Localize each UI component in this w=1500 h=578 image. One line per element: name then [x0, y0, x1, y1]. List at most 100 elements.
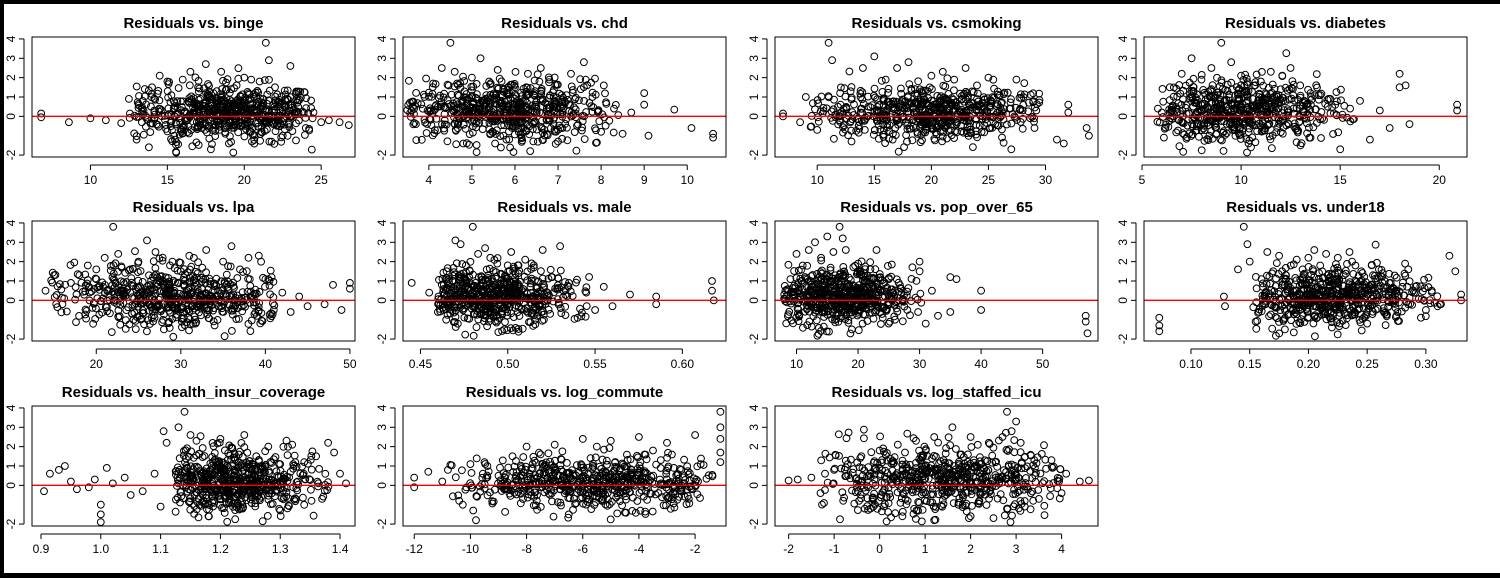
data-point: [296, 293, 303, 300]
data-point: [212, 133, 219, 140]
data-point: [596, 118, 603, 125]
data-point: [1425, 274, 1432, 281]
x-tick-label: 25: [314, 173, 328, 187]
data-point: [885, 263, 892, 270]
data-point: [139, 119, 146, 126]
data-point: [1008, 146, 1015, 153]
data-point: [527, 148, 534, 155]
data-point: [53, 292, 60, 299]
data-point: [296, 117, 303, 124]
data-point: [457, 241, 464, 248]
data-point: [836, 223, 843, 230]
data-point: [848, 84, 855, 91]
data-point: [1161, 134, 1168, 141]
data-point: [1155, 105, 1162, 112]
data-point: [847, 330, 854, 337]
y-tick-label: -2: [4, 333, 18, 344]
data-point: [922, 320, 929, 327]
data-point: [470, 332, 477, 339]
x-tick-label: 20: [90, 357, 104, 371]
data-point: [1406, 121, 1413, 128]
x-tick-label: 30: [1039, 173, 1053, 187]
data-point: [1084, 330, 1091, 337]
points-group: [781, 223, 1091, 339]
data-point: [978, 287, 985, 294]
data-point: [610, 129, 617, 136]
data-point: [671, 106, 678, 113]
data-point: [929, 86, 936, 93]
data-point: [247, 328, 254, 335]
y-tick-label: 0: [375, 297, 389, 304]
data-point: [1267, 68, 1274, 75]
data-point: [175, 85, 182, 92]
data-point: [220, 258, 227, 265]
data-point: [262, 283, 269, 290]
data-point: [507, 144, 514, 151]
data-point: [494, 67, 501, 74]
data-point: [815, 118, 822, 125]
data-point: [1208, 128, 1215, 135]
data-point: [709, 278, 716, 285]
data-point: [882, 76, 889, 83]
data-point: [1013, 76, 1020, 83]
data-point: [266, 57, 273, 64]
data-point: [453, 141, 460, 148]
points-group: [1154, 39, 1461, 156]
y-tick-label: -2: [375, 149, 389, 160]
data-point: [152, 249, 159, 256]
data-point: [443, 316, 450, 323]
y-tick-label: 2: [375, 74, 389, 81]
data-point: [223, 271, 230, 278]
data-point: [211, 322, 218, 329]
data-point: [1054, 136, 1061, 143]
points-group: [408, 223, 717, 339]
data-point: [1065, 109, 1072, 116]
data-point: [1176, 143, 1183, 150]
data-point: [537, 65, 544, 72]
data-point: [799, 262, 806, 269]
data-point: [144, 328, 151, 335]
x-tick-label: 20: [238, 173, 252, 187]
data-point: [1238, 72, 1245, 79]
y-tick-label: 3: [375, 55, 389, 62]
data-point: [1178, 70, 1185, 77]
data-point: [1283, 50, 1290, 57]
x-tick-label: 0.60: [671, 357, 695, 371]
data-point: [577, 305, 584, 312]
y-tick-label: 0: [747, 113, 761, 120]
data-point: [915, 78, 922, 85]
data-point: [547, 266, 554, 273]
y-tick-label: 2: [375, 258, 389, 265]
data-point: [1386, 125, 1393, 132]
data-point: [1279, 72, 1286, 79]
data-point: [118, 120, 125, 127]
data-point: [627, 291, 634, 298]
y-tick-label: 4: [375, 35, 389, 42]
panel-title: Residuals vs. lpa: [133, 199, 255, 216]
x-tick-label: 10: [1234, 173, 1248, 187]
y-tick-label: 0: [1116, 113, 1130, 120]
data-point: [1269, 145, 1276, 152]
data-point: [302, 132, 309, 139]
data-point: [615, 112, 622, 119]
data-point: [287, 309, 294, 316]
data-point: [1065, 101, 1072, 108]
x-tick-label: 5: [1139, 173, 1146, 187]
data-point: [978, 307, 985, 314]
x-tick-label: 40: [974, 357, 988, 371]
panel-title: Residuals vs. male: [497, 199, 631, 216]
x-tick-label: 7: [555, 173, 562, 187]
data-point: [492, 140, 499, 147]
data-point: [1357, 98, 1364, 105]
data-point: [221, 333, 228, 340]
data-point: [653, 293, 660, 300]
data-point: [709, 287, 716, 294]
data-point: [293, 120, 300, 127]
data-point: [1338, 97, 1345, 104]
data-point: [308, 146, 315, 153]
data-point: [84, 262, 91, 269]
x-tick-label: 15: [161, 173, 175, 187]
y-tick-label: 1: [375, 277, 389, 284]
